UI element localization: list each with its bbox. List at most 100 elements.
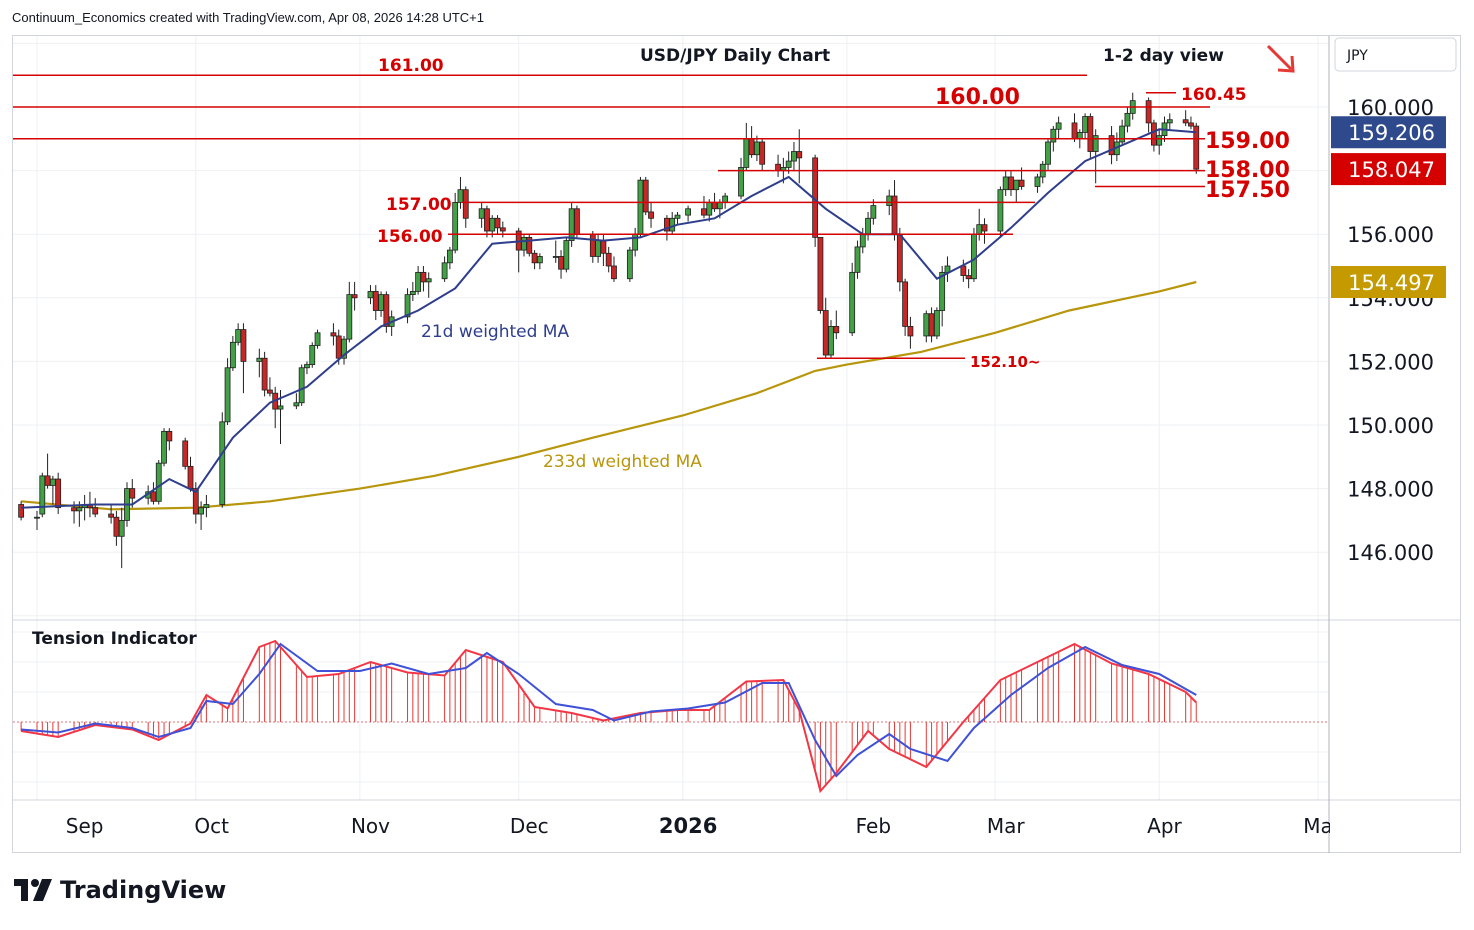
x-tick-label: Dec xyxy=(510,814,549,838)
candle-body xyxy=(1050,128,1057,143)
candle-body xyxy=(489,217,496,232)
ti-slow-line xyxy=(21,642,1197,778)
level-label-161: 161.00 xyxy=(378,56,444,76)
candle-body xyxy=(854,246,861,273)
candle-body xyxy=(367,291,374,299)
candle-body xyxy=(118,520,125,537)
candles-layer xyxy=(18,92,1200,569)
candle-body xyxy=(44,475,51,486)
candle-body xyxy=(743,138,750,168)
currency-box xyxy=(1334,37,1457,72)
ma233-label: 233d weighted MA xyxy=(543,452,702,472)
axes-layer: JPY 160.000 156.000 152.000 150.000 148.000 14… xyxy=(13,36,1461,853)
candle-body xyxy=(219,421,226,505)
candle-body xyxy=(499,227,506,232)
candle-body xyxy=(796,151,803,159)
candle-body xyxy=(1071,122,1078,140)
candle-body xyxy=(229,341,236,369)
candle-body xyxy=(49,478,56,486)
candle-body xyxy=(187,465,194,489)
candle-body xyxy=(637,179,644,235)
candle-body xyxy=(1045,141,1051,165)
candle-body xyxy=(817,236,824,311)
tradingview-logo[interactable]: TradingView xyxy=(14,876,226,904)
candle-body xyxy=(1092,135,1099,152)
candle-body xyxy=(71,507,77,512)
candle-body xyxy=(526,236,533,254)
grid-lines xyxy=(13,36,1328,800)
y-tick-label: 150.000 xyxy=(1347,414,1434,438)
candle-body xyxy=(335,335,342,359)
candle-body xyxy=(600,240,607,254)
tradingview-logo-icon xyxy=(14,879,52,901)
candle-body xyxy=(589,233,596,257)
candle-body xyxy=(669,217,676,232)
candle-body xyxy=(568,208,575,241)
candle-body xyxy=(1124,112,1131,127)
candle-body xyxy=(155,462,162,502)
candle-body xyxy=(314,332,321,346)
candle-body xyxy=(129,488,136,499)
level-label-157: 157.00 xyxy=(386,195,452,215)
time-axis-corner xyxy=(1330,801,1460,852)
candle-body xyxy=(595,240,601,257)
level-label-160: 160.00 xyxy=(935,85,1020,110)
candle-body xyxy=(1119,125,1126,143)
candle-body xyxy=(976,224,983,235)
candle-body xyxy=(161,430,167,464)
ma21-line xyxy=(21,128,1197,509)
candle-body xyxy=(1151,122,1157,146)
candle-body xyxy=(521,236,527,251)
price-badge-label: 158.047 xyxy=(1348,158,1435,182)
candle-body xyxy=(563,240,570,270)
y-tick-label: 148.000 xyxy=(1347,478,1434,502)
candle-body xyxy=(536,256,543,264)
y-tick-label: 160.000 xyxy=(1347,96,1434,120)
candle-body xyxy=(896,233,903,283)
candle-body xyxy=(939,271,946,311)
x-tick-label: Nov xyxy=(351,814,390,838)
y-tick-label: 146.000 xyxy=(1347,541,1434,565)
ma21-layer xyxy=(21,128,1197,509)
candle-body xyxy=(108,513,115,518)
candle-body xyxy=(240,329,247,362)
candle-body xyxy=(849,271,856,334)
x-tick-label: Sep xyxy=(66,814,104,838)
chart-frame xyxy=(12,35,1461,853)
candle-body xyxy=(738,167,744,197)
candle-body xyxy=(267,389,273,394)
x-tick-label: Apr xyxy=(1147,814,1182,838)
y-tick-label: 156.000 xyxy=(1347,223,1434,247)
candle-body xyxy=(1145,100,1152,124)
candle-body xyxy=(309,345,316,365)
candle-body xyxy=(632,233,639,251)
candle-body xyxy=(478,208,485,219)
candle-body xyxy=(859,233,866,248)
candle-body xyxy=(754,141,760,156)
candle-body xyxy=(198,507,204,515)
candle-body xyxy=(748,138,755,156)
candle-body xyxy=(558,256,564,270)
candle-body xyxy=(293,402,300,407)
candle-body xyxy=(182,440,189,467)
candle-body xyxy=(960,265,967,276)
candle-body xyxy=(791,151,797,162)
candle-body xyxy=(923,313,930,337)
candle-body xyxy=(235,329,242,343)
candle-body xyxy=(870,205,877,219)
candle-body xyxy=(928,313,935,337)
candle-body xyxy=(409,291,416,296)
levels-layer xyxy=(13,74,1210,359)
candle-body xyxy=(531,252,538,264)
price-badge-label: 159.206 xyxy=(1348,121,1435,145)
down-arrow-icon xyxy=(1266,44,1293,71)
candle-body xyxy=(457,189,464,203)
candle-body xyxy=(76,507,83,512)
candle-body xyxy=(378,294,384,311)
candle-body xyxy=(441,262,448,280)
candle-body xyxy=(351,294,358,299)
candle-body xyxy=(304,364,310,369)
candle-body xyxy=(626,249,633,280)
